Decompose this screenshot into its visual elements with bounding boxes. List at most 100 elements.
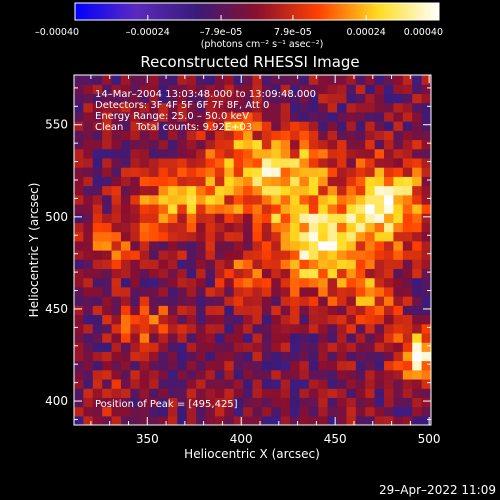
heatmap-cell bbox=[149, 157, 160, 168]
y-tick-label: 500 bbox=[45, 210, 68, 224]
heatmap-cell bbox=[205, 296, 216, 306]
heatmap-cell bbox=[130, 84, 141, 95]
heatmap-cell bbox=[139, 277, 150, 288]
heatmap-cell bbox=[308, 332, 319, 343]
heatmap-cell bbox=[299, 213, 310, 223]
colorbar-tick-label: 0.00040 bbox=[404, 27, 443, 38]
heatmap-cell bbox=[243, 305, 254, 316]
heatmap-cell bbox=[186, 84, 197, 95]
heatmap-cell bbox=[111, 259, 122, 270]
heatmap-cell bbox=[402, 75, 413, 85]
heatmap-cell bbox=[196, 102, 207, 113]
heatmap-cell bbox=[299, 406, 310, 417]
heatmap-cell bbox=[167, 406, 178, 417]
heatmap-cell bbox=[149, 203, 160, 214]
heatmap-cell bbox=[139, 121, 150, 131]
heatmap-cell bbox=[74, 121, 84, 131]
heatmap-cell bbox=[327, 240, 338, 251]
heatmap-cell bbox=[318, 351, 329, 362]
heatmap-cell bbox=[327, 342, 338, 352]
heatmap-cell bbox=[111, 157, 122, 168]
heatmap-cell bbox=[384, 360, 395, 371]
heatmap-cell bbox=[374, 259, 385, 270]
heatmap-cell bbox=[92, 388, 103, 398]
heatmap-cell bbox=[421, 222, 431, 233]
heatmap-cell bbox=[280, 397, 291, 408]
heatmap-cell bbox=[205, 102, 216, 113]
heatmap-cell bbox=[196, 397, 207, 408]
heatmap-cell bbox=[130, 388, 141, 398]
heatmap-cell bbox=[421, 296, 431, 306]
heatmap-cell bbox=[261, 378, 272, 389]
heatmap-cell bbox=[139, 176, 150, 187]
heatmap-cell bbox=[365, 148, 376, 159]
heatmap-cell bbox=[327, 121, 338, 131]
heatmap-cell bbox=[224, 415, 235, 425]
heatmap-cell bbox=[186, 369, 197, 380]
heatmap-cell bbox=[92, 268, 103, 279]
heatmap-cell bbox=[327, 222, 338, 233]
heatmap-cell bbox=[149, 139, 160, 150]
heatmap-cell bbox=[120, 213, 131, 223]
heatmap-cell bbox=[120, 185, 131, 196]
heatmap-cell bbox=[158, 286, 169, 297]
heatmap-cell bbox=[120, 102, 131, 113]
heatmap-cell bbox=[252, 314, 263, 325]
heatmap-cell bbox=[412, 194, 423, 205]
heatmap-cell bbox=[167, 378, 178, 389]
heatmap-cell bbox=[271, 139, 282, 150]
heatmap-cell bbox=[233, 406, 244, 417]
heatmap-cell bbox=[167, 296, 178, 306]
heatmap-cell bbox=[158, 305, 169, 316]
heatmap-cell bbox=[299, 369, 310, 380]
heatmap-cell bbox=[355, 139, 366, 150]
heatmap-cell bbox=[224, 213, 235, 223]
heatmap-cell bbox=[233, 296, 244, 306]
heatmap-cell bbox=[308, 397, 319, 408]
heatmap-cell bbox=[327, 314, 338, 325]
heatmap-cell bbox=[290, 121, 301, 131]
heatmap-cell bbox=[214, 203, 225, 214]
heatmap-cell bbox=[393, 148, 404, 159]
heatmap-cell bbox=[158, 75, 169, 85]
heatmap-cell bbox=[196, 139, 207, 150]
heatmap-cell bbox=[308, 157, 319, 168]
heatmap-cell bbox=[374, 167, 385, 177]
heatmap-cell bbox=[346, 406, 357, 417]
heatmap-cell bbox=[102, 121, 113, 131]
heatmap-cell bbox=[243, 351, 254, 362]
heatmap-cell bbox=[355, 286, 366, 297]
heatmap-cell bbox=[149, 176, 160, 187]
heatmap-cell bbox=[177, 203, 188, 214]
heatmap-cell bbox=[167, 121, 178, 131]
heatmap-cell bbox=[374, 360, 385, 371]
heatmap-cell bbox=[290, 277, 301, 288]
heatmap-cell bbox=[111, 378, 122, 389]
heatmap-cell bbox=[384, 111, 395, 122]
heatmap-cell bbox=[167, 222, 178, 233]
heatmap-cell bbox=[92, 415, 103, 425]
heatmap-cell bbox=[280, 167, 291, 177]
heatmap-cell bbox=[186, 75, 197, 85]
heatmap-cell bbox=[74, 351, 84, 362]
heatmap-cell bbox=[83, 213, 94, 223]
heatmap-cell bbox=[261, 176, 272, 187]
heatmap-cell bbox=[318, 378, 329, 389]
heatmap-cell bbox=[402, 250, 413, 260]
heatmap-cell bbox=[280, 268, 291, 279]
heatmap-cell bbox=[308, 369, 319, 380]
heatmap-cell bbox=[224, 231, 235, 242]
heatmap-cell bbox=[290, 378, 301, 389]
heatmap-cell bbox=[102, 185, 113, 196]
heatmap-cell bbox=[111, 194, 122, 205]
heatmap-cell bbox=[252, 305, 263, 316]
heatmap-cell bbox=[337, 139, 348, 150]
heatmap-cell bbox=[74, 167, 84, 177]
heatmap-cell bbox=[290, 84, 301, 95]
heatmap-cell bbox=[252, 102, 263, 113]
heatmap-cell bbox=[120, 222, 131, 233]
heatmap-cell bbox=[365, 93, 376, 104]
heatmap-cell bbox=[102, 139, 113, 150]
heatmap-cell bbox=[355, 369, 366, 380]
heatmap-cell bbox=[102, 111, 113, 122]
